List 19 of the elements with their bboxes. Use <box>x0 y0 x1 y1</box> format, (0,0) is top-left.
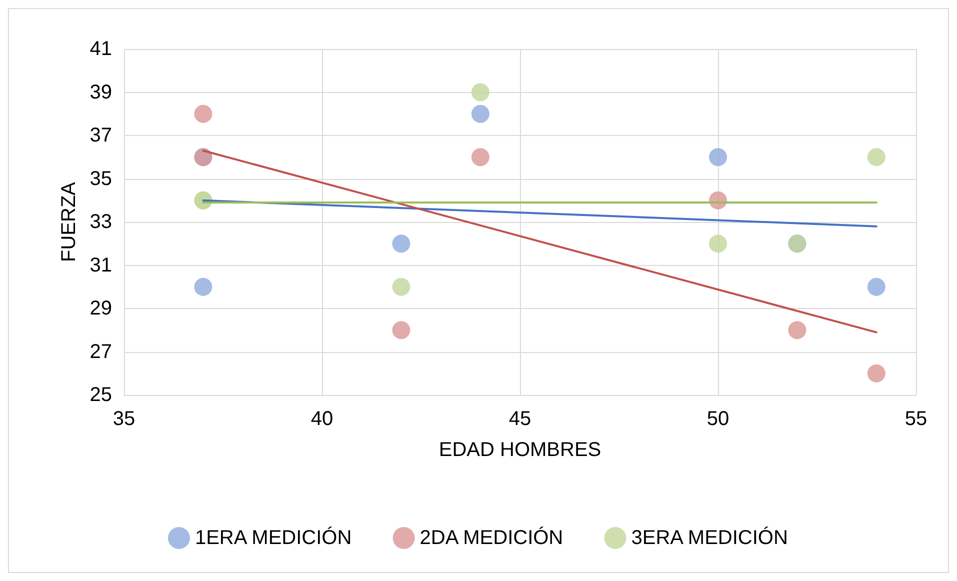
y-tick-label: 29 <box>90 298 112 320</box>
y-tick-label: 37 <box>90 124 112 146</box>
legend-label: 2DA MEDICIÓN <box>420 526 564 549</box>
x-tick-label: 40 <box>310 408 334 430</box>
legend-label: 1ERA MEDICIÓN <box>194 526 352 549</box>
y-tick-label: 31 <box>90 254 112 276</box>
x-tick-label: 55 <box>904 408 928 430</box>
x-tick-label: 50 <box>706 408 730 430</box>
y-tick-label: 41 <box>90 38 112 60</box>
y-tick-label: 35 <box>90 168 112 190</box>
x-tick-label: 45 <box>508 408 532 430</box>
y-tick-label: 33 <box>90 211 112 233</box>
legend-label: 3ERA MEDICIÓN <box>631 526 788 549</box>
y-tick-label: 27 <box>90 340 112 363</box>
y-tick-label: 25 <box>90 384 112 406</box>
y-axis-title: FUERZA <box>58 181 80 262</box>
y-tick-label: 39 <box>90 81 112 104</box>
x-axis-title: EDAD HOMBRES <box>438 439 602 461</box>
x-tick-label: 35 <box>112 408 136 430</box>
